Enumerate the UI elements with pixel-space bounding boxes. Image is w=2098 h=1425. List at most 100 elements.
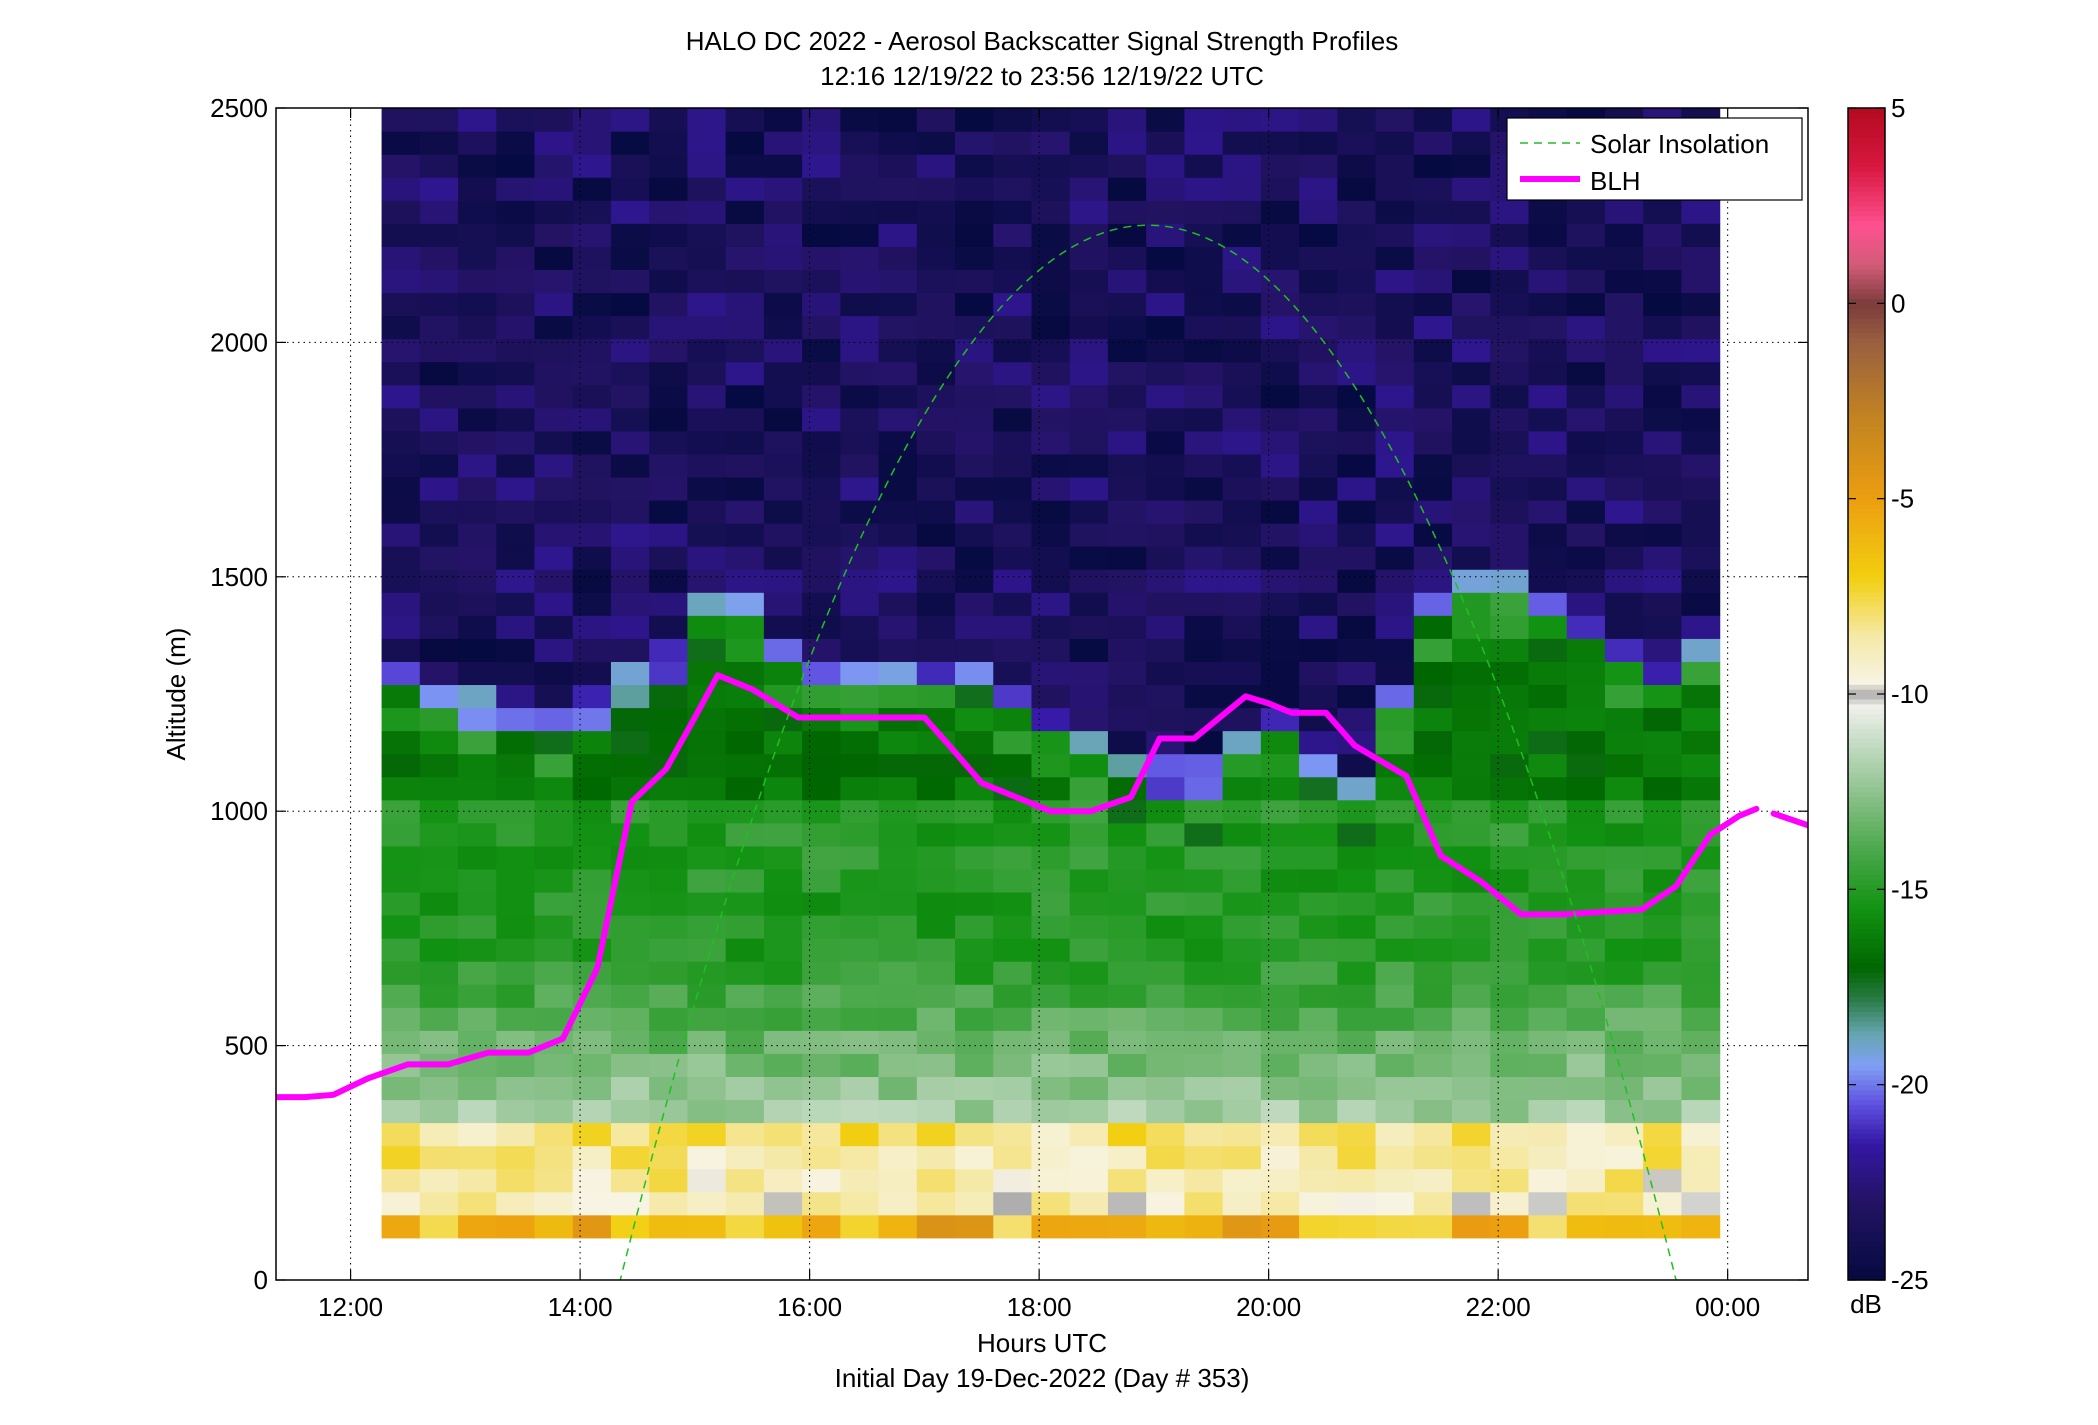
heatmap-cell (649, 961, 689, 985)
heatmap-cell (763, 730, 803, 755)
colorbar-segment (1848, 474, 1885, 480)
heatmap-cell (1566, 453, 1606, 478)
heatmap-cell (1566, 315, 1606, 340)
heatmap-cell (496, 1030, 536, 1054)
heatmap-cell (802, 361, 841, 386)
heatmap-cell (1184, 1214, 1224, 1239)
colorbar-segment (1848, 1040, 1885, 1047)
colorbar-segment (1848, 283, 1885, 290)
heatmap-cell (1604, 269, 1644, 294)
colorbar-segment (1848, 757, 1885, 763)
heatmap-cell (1184, 1007, 1224, 1031)
heatmap-cell (1299, 1168, 1338, 1193)
heatmap-cell (1604, 1099, 1644, 1124)
heatmap-cell (955, 177, 994, 201)
heatmap-cell (1452, 1122, 1491, 1147)
heatmap-cell (1260, 177, 1300, 201)
heatmap-cell (802, 776, 841, 801)
heatmap-cell (1681, 638, 1721, 662)
heatmap-cell (1260, 407, 1300, 432)
colorbar-segment (1848, 694, 1885, 700)
heatmap-cell (1452, 200, 1491, 224)
heatmap-cell (1413, 845, 1453, 870)
heatmap-cell (1452, 361, 1491, 386)
heatmap-cell (763, 131, 803, 155)
heatmap-cell (993, 499, 1033, 524)
heatmap-cell (1413, 891, 1453, 916)
heatmap-cell (1146, 615, 1186, 639)
colorbar-segment (1848, 542, 1885, 549)
heatmap-cell (381, 776, 421, 801)
heatmap-cell (534, 592, 574, 616)
heatmap-cell (1604, 223, 1644, 247)
colorbar-segment (1848, 1035, 1885, 1042)
heatmap-cell (916, 1122, 956, 1147)
heatmap-cell (1107, 1122, 1147, 1147)
heatmap-cell (1566, 1053, 1606, 1078)
heatmap-cell (1375, 269, 1415, 294)
heatmap-cell (993, 1214, 1033, 1239)
heatmap-cell (725, 961, 765, 985)
heatmap-cell (496, 1076, 536, 1101)
heatmap-cell (878, 1145, 918, 1170)
colorbar-segment (1848, 1143, 1885, 1149)
heatmap-cell (993, 315, 1033, 340)
heatmap-cell (610, 1214, 650, 1239)
heatmap-cell (1375, 154, 1415, 178)
heatmap-cell (1681, 1214, 1721, 1239)
heatmap-cell (534, 1214, 574, 1239)
heatmap-cell (534, 430, 574, 455)
heatmap-cell (1643, 476, 1683, 501)
colorbar-segment (1848, 977, 1885, 983)
heatmap-cell (840, 269, 880, 294)
heatmap-cell (1222, 1030, 1262, 1054)
colorbar-tick-label: -15 (1891, 874, 1929, 904)
heatmap-cell (496, 223, 536, 247)
heatmap-cell (1260, 476, 1300, 501)
heatmap-cell (1452, 108, 1491, 132)
heatmap-cell (725, 984, 765, 1008)
heatmap-cell (419, 338, 459, 363)
colorbar-segment (1848, 669, 1885, 676)
heatmap-cell (840, 407, 880, 432)
heatmap-cell (1184, 292, 1224, 317)
heatmap-cell (878, 1030, 918, 1054)
heatmap-cell (1604, 546, 1644, 570)
heatmap-cell (802, 730, 841, 755)
heatmap-cell (649, 154, 689, 178)
heatmap-cell (763, 1122, 803, 1147)
data-lines (276, 224, 1808, 1280)
heatmap-cell (1031, 499, 1071, 524)
heatmap-cell (1184, 638, 1224, 662)
heatmap-cell (419, 361, 459, 386)
colorbar-segment (1848, 278, 1885, 285)
heatmap-cell (458, 1168, 497, 1193)
heatmap-cell (763, 108, 803, 132)
heatmap-cell (1528, 361, 1568, 386)
heatmap-cell (1260, 246, 1300, 270)
heatmap-cell (687, 961, 727, 985)
heatmap-cell (1604, 1168, 1644, 1193)
heatmap-cell (381, 338, 421, 363)
heatmap-cell (572, 407, 612, 432)
heatmap-cell (1413, 315, 1453, 340)
heatmap-cell (802, 1214, 841, 1239)
heatmap-cell (687, 799, 727, 824)
heatmap-cell (1107, 476, 1147, 501)
heatmap-cell (572, 292, 612, 317)
heatmap-cell (687, 430, 727, 455)
heatmap-cell (572, 177, 612, 201)
heatmap-cell (1337, 200, 1377, 224)
heatmap-cell (802, 1145, 841, 1170)
heatmap-cell (1643, 338, 1683, 363)
heatmap-cell (1490, 338, 1530, 363)
heatmap-cell (916, 638, 956, 662)
heatmap-cell (610, 730, 650, 755)
heatmap-cell (1107, 154, 1147, 178)
colorbar-segment (1848, 1133, 1885, 1139)
solar-insolation-line (619, 224, 1677, 1280)
heatmap-cell (1681, 592, 1721, 616)
colorbar-segment (1848, 449, 1885, 456)
heatmap-cell (1146, 546, 1186, 570)
heatmap-cell (1299, 499, 1338, 524)
